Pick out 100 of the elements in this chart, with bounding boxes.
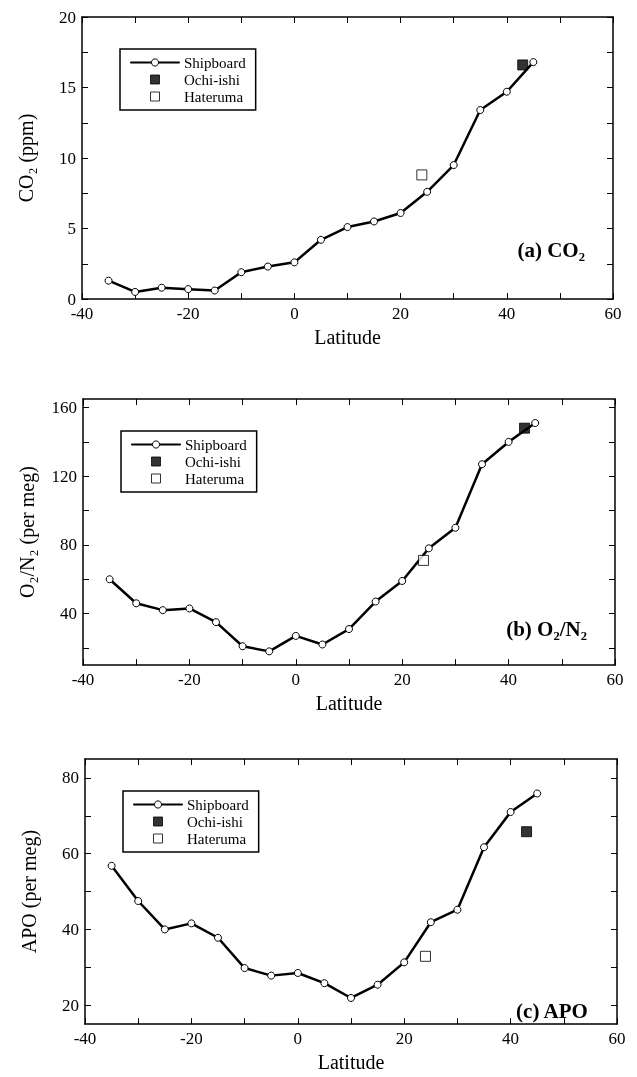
x-tick-label: 60 xyxy=(608,1029,626,1049)
y-axis-title: CO₂ (ppm) xyxy=(15,113,38,203)
point xyxy=(293,968,302,977)
point xyxy=(517,59,529,71)
x-tick-label: -40 xyxy=(73,1029,97,1049)
point xyxy=(184,285,193,294)
point xyxy=(424,544,433,553)
point xyxy=(267,971,276,980)
legend-label: Ochi-ishi xyxy=(185,453,241,470)
point xyxy=(291,631,300,640)
point xyxy=(263,262,272,271)
point xyxy=(318,640,327,649)
point xyxy=(132,599,141,608)
point xyxy=(451,523,460,532)
x-tick-label: 60 xyxy=(606,670,624,690)
point xyxy=(519,422,531,434)
x-tick-label: -40 xyxy=(71,670,95,690)
x-tick-label: 40 xyxy=(498,304,516,323)
point xyxy=(157,283,166,292)
point xyxy=(185,604,194,613)
point xyxy=(426,918,435,927)
legend-label: Shipboard xyxy=(187,796,250,813)
y-tick-label: 40 xyxy=(62,919,79,939)
legend-label: Ochi-ishi xyxy=(187,813,243,830)
point xyxy=(343,223,352,232)
point xyxy=(449,161,458,170)
point xyxy=(521,826,533,838)
point xyxy=(290,258,299,267)
point xyxy=(480,843,488,852)
point xyxy=(237,268,246,277)
x-tick-label: 40 xyxy=(502,1029,520,1049)
x-axis-title: Latitude xyxy=(315,692,383,714)
x-tick-label: 20 xyxy=(392,304,410,323)
legend-label: Hateruma xyxy=(184,88,244,105)
point xyxy=(423,187,432,196)
legend-label: Shipboard xyxy=(184,54,247,71)
point xyxy=(502,87,511,96)
point xyxy=(160,925,169,934)
point xyxy=(238,642,247,651)
point xyxy=(370,217,379,226)
point xyxy=(187,919,196,928)
point xyxy=(504,437,513,446)
x-tick-label: 40 xyxy=(500,670,518,690)
x-axis-title: Latitude xyxy=(317,1051,385,1073)
point xyxy=(398,576,407,585)
point xyxy=(478,460,486,469)
y-tick-label: 60 xyxy=(62,844,79,864)
point xyxy=(417,554,429,566)
annotation: (b) O₂/N₂ xyxy=(506,616,587,641)
point xyxy=(533,789,542,798)
x-tick-label: -20 xyxy=(176,304,200,323)
point xyxy=(316,235,325,244)
x-tick-label: -20 xyxy=(180,1029,203,1049)
point xyxy=(158,606,167,615)
point xyxy=(212,618,220,627)
y-tick-label: 20 xyxy=(59,7,76,27)
annotation: (a) CO₂ xyxy=(517,237,586,262)
point xyxy=(529,58,538,67)
point xyxy=(476,106,485,115)
point xyxy=(373,980,382,989)
point xyxy=(320,979,329,988)
x-tick-label: 20 xyxy=(395,1029,413,1049)
point xyxy=(131,287,140,296)
x-axis-title: Latitude xyxy=(314,325,381,348)
y-tick-label: 80 xyxy=(60,535,77,555)
point xyxy=(506,808,515,817)
point xyxy=(210,286,219,295)
point xyxy=(345,625,353,634)
y-tick-label: 15 xyxy=(59,78,76,97)
y-tick-label: 20 xyxy=(62,995,79,1015)
y-axis-title: O₂/N₂ (per meg) xyxy=(16,466,39,598)
x-tick-label: 20 xyxy=(393,670,411,690)
point xyxy=(400,958,409,967)
y-tick-label: 5 xyxy=(67,219,76,238)
y-axis-title: APO (per meg) xyxy=(18,829,41,954)
x-tick-label: -20 xyxy=(178,670,201,690)
legend-label: Ochi-ishi xyxy=(184,71,240,88)
y-tick-label: 120 xyxy=(51,466,77,486)
y-tick-label: 40 xyxy=(60,604,77,624)
y-tick-label: 10 xyxy=(59,148,76,168)
annotation: (c) APO xyxy=(516,998,588,1023)
point xyxy=(265,647,274,656)
point xyxy=(214,933,222,942)
y-tick-label: 80 xyxy=(62,768,79,788)
point xyxy=(396,208,405,217)
x-tick-label: 60 xyxy=(604,304,622,323)
point xyxy=(453,905,462,914)
legend-label: Hateruma xyxy=(185,470,245,487)
point xyxy=(240,964,249,973)
point xyxy=(371,597,380,606)
x-tick-label: 0 xyxy=(291,670,301,690)
point xyxy=(107,861,116,870)
point xyxy=(134,897,143,906)
y-tick-label: 160 xyxy=(51,398,77,418)
point xyxy=(416,169,428,181)
legend-label: Hateruma xyxy=(187,830,247,847)
point xyxy=(419,950,431,962)
point xyxy=(104,276,113,285)
x-tick-label: 0 xyxy=(293,1029,303,1049)
point xyxy=(347,993,355,1002)
